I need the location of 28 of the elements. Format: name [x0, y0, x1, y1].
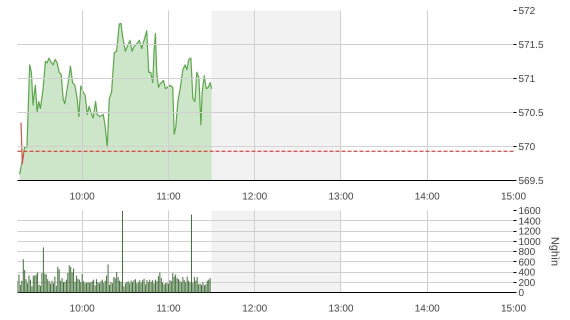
x-tick-label: 10:00	[70, 192, 96, 202]
y-tick-label: 1600	[518, 206, 542, 217]
y-tick-label: 570	[518, 142, 536, 153]
y-tick-label: 572	[518, 6, 536, 17]
x-tick-label: 15:00	[500, 304, 526, 314]
x-tick-label: 11:00	[156, 192, 182, 202]
y-tick-label: 0	[518, 288, 524, 299]
y-tick-label: 1400	[518, 216, 542, 228]
y-tick-label: 570.5	[518, 108, 544, 119]
y-tick-label: 400	[518, 268, 536, 278]
y-tick-label: 1200	[518, 226, 542, 238]
x-tick-label: 14:00	[414, 192, 440, 202]
y-tick-label: 1000	[518, 236, 542, 248]
x-tick-label: 10:00	[70, 304, 96, 314]
x-tick-label: 13:00	[328, 304, 354, 314]
y-tick-label: 571	[518, 74, 536, 85]
x-tick-label: 15:00	[500, 192, 526, 202]
y-tick-label: 569.5	[518, 176, 544, 187]
x-tick-label: 11:00	[156, 304, 182, 314]
y-tick-label: 200	[518, 278, 536, 289]
x-tick-label: 14:00	[414, 304, 440, 314]
y-tick-label: 600	[518, 257, 536, 268]
y-tick-label: 571.5	[518, 40, 544, 51]
x-tick-label: 12:00	[242, 192, 268, 202]
x-tick-label: 12:00	[242, 304, 268, 314]
y-axis-title: Nghìn	[548, 236, 561, 266]
y-tick-label: 800	[518, 247, 536, 258]
x-tick-label: 13:00	[328, 192, 354, 202]
